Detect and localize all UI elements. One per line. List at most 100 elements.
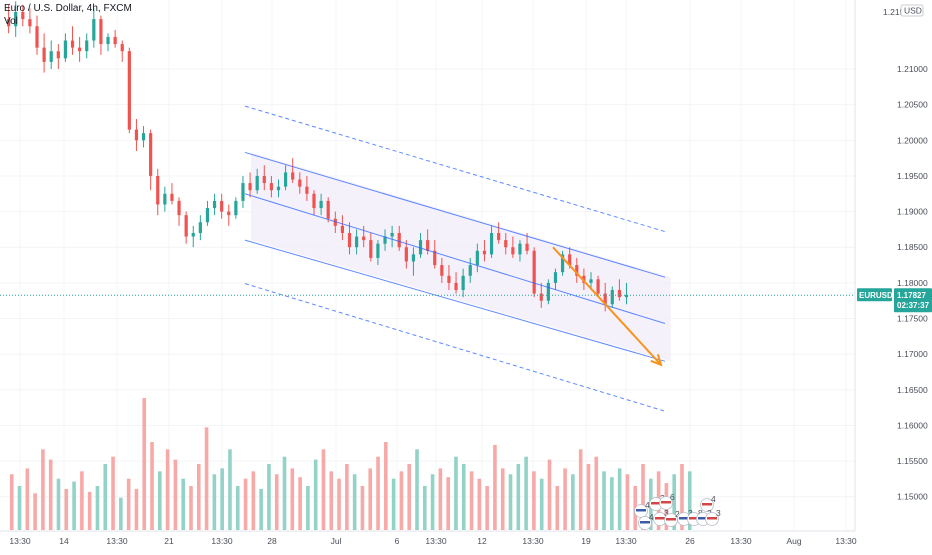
volume-bar <box>173 459 178 530</box>
candle-body <box>7 19 11 27</box>
candle-body <box>70 40 75 48</box>
candle-body <box>248 183 252 191</box>
candle-body <box>447 275 451 283</box>
candle-body <box>326 200 330 219</box>
candle-body <box>319 200 323 209</box>
candle-body <box>35 26 39 48</box>
candle-body <box>553 272 558 283</box>
bar-countdown: 02:37:37 <box>897 301 930 310</box>
event-flag-stripe <box>679 517 689 520</box>
trend-arrow[interactable] <box>552 246 662 366</box>
candle-body <box>497 232 501 241</box>
volume-bar <box>617 468 622 530</box>
time-tick-label: 13:30 <box>9 536 31 546</box>
event-count: 2 <box>675 509 680 519</box>
event-flag-stripe <box>636 509 646 512</box>
candle-body <box>560 254 565 273</box>
volume-bar <box>641 464 645 530</box>
candle-body <box>518 243 522 255</box>
candle-body <box>454 282 458 291</box>
volume-bar <box>126 478 131 530</box>
time-tick-label: 13:30 <box>211 536 233 546</box>
volume-bar <box>337 478 341 530</box>
volume-bar <box>555 486 560 530</box>
price-tick-label: 1.15500 <box>897 456 928 466</box>
candle-body <box>362 236 366 241</box>
time-tick-label: 12 <box>477 536 487 546</box>
price-tick-label: 1.19500 <box>897 171 928 181</box>
candle-body <box>269 183 273 191</box>
volume-bar <box>602 471 606 530</box>
volume-bar <box>547 459 552 530</box>
volume-bar <box>313 459 318 530</box>
regression-lower-line[interactable] <box>244 239 666 362</box>
outer-dashed-lower[interactable] <box>244 283 666 412</box>
outer-dashed-upper[interactable] <box>244 105 666 233</box>
regression-mid-line[interactable] <box>244 193 666 324</box>
candle-body <box>149 133 153 176</box>
time-tick-label: 13:30 <box>106 536 128 546</box>
event-count: 4 <box>711 494 716 504</box>
volume-bar <box>95 486 100 530</box>
time-tick-label: 19 <box>581 536 591 546</box>
candle-body <box>92 19 96 41</box>
candle-body <box>440 265 444 276</box>
candle-body <box>355 236 359 248</box>
event-flag-stripe <box>651 502 661 505</box>
drawings[interactable] <box>0 105 855 412</box>
volume-bar <box>430 474 435 530</box>
time-axis[interactable]: 13:30 14 13:30 21 13:30 28 Jul 6 13:30 12 13:30 19 1… <box>9 536 857 546</box>
volume-bar <box>9 474 14 530</box>
time-tick-label: 13:30 <box>835 536 857 546</box>
event-flag-stripe <box>707 517 717 520</box>
candle-body <box>525 243 529 251</box>
candle-body <box>369 240 373 258</box>
event-badges[interactable]: 42643238423 <box>634 492 722 530</box>
currency-box[interactable] <box>900 4 924 17</box>
candle-body <box>56 51 60 59</box>
candle-body <box>212 200 217 209</box>
regression-channel-area <box>250 152 671 362</box>
volume-bar <box>532 471 536 530</box>
candle-body <box>234 200 238 216</box>
volume-bar <box>119 497 123 530</box>
volume-bar <box>539 478 544 530</box>
volume-bar <box>134 488 139 530</box>
price-axis[interactable]: 1.21000 1.20500 1.20000 1.19500 1.19000 1.185… <box>857 4 932 502</box>
volume-bar <box>235 486 240 530</box>
candle-body <box>617 290 621 298</box>
volume-bar <box>516 464 521 530</box>
volume-bar <box>446 477 450 530</box>
candle-body <box>191 232 195 237</box>
candle-body <box>418 240 423 255</box>
candle-body <box>298 179 302 187</box>
candle-body <box>305 186 309 194</box>
candle-body <box>21 12 25 20</box>
volume-bar <box>594 456 599 530</box>
candle-body <box>205 208 210 223</box>
time-tick-label: Jul <box>331 536 342 546</box>
volume-bar <box>563 468 567 530</box>
candle-body <box>49 51 53 62</box>
event-count: 3 <box>716 508 721 518</box>
symbol-tag-text: EURUSD <box>859 291 893 300</box>
price-tick-label: 1.18000 <box>897 278 928 288</box>
volume-bar <box>17 486 22 530</box>
candle-body <box>177 200 181 216</box>
candle-body <box>276 186 281 191</box>
event-flag-stripe <box>689 517 699 520</box>
candle-body <box>255 175 259 191</box>
price-tick-label: 1.16000 <box>897 420 928 430</box>
volume-bar <box>259 488 263 530</box>
candle-body <box>539 293 543 301</box>
volume-bar <box>80 471 84 530</box>
candle-body <box>127 51 131 130</box>
candle-body <box>426 240 430 251</box>
event-flag-stripe <box>698 517 708 520</box>
regression-upper-line[interactable] <box>244 151 666 278</box>
volume-bar <box>384 442 388 530</box>
candle-body <box>291 172 295 180</box>
candle-body <box>433 250 437 266</box>
